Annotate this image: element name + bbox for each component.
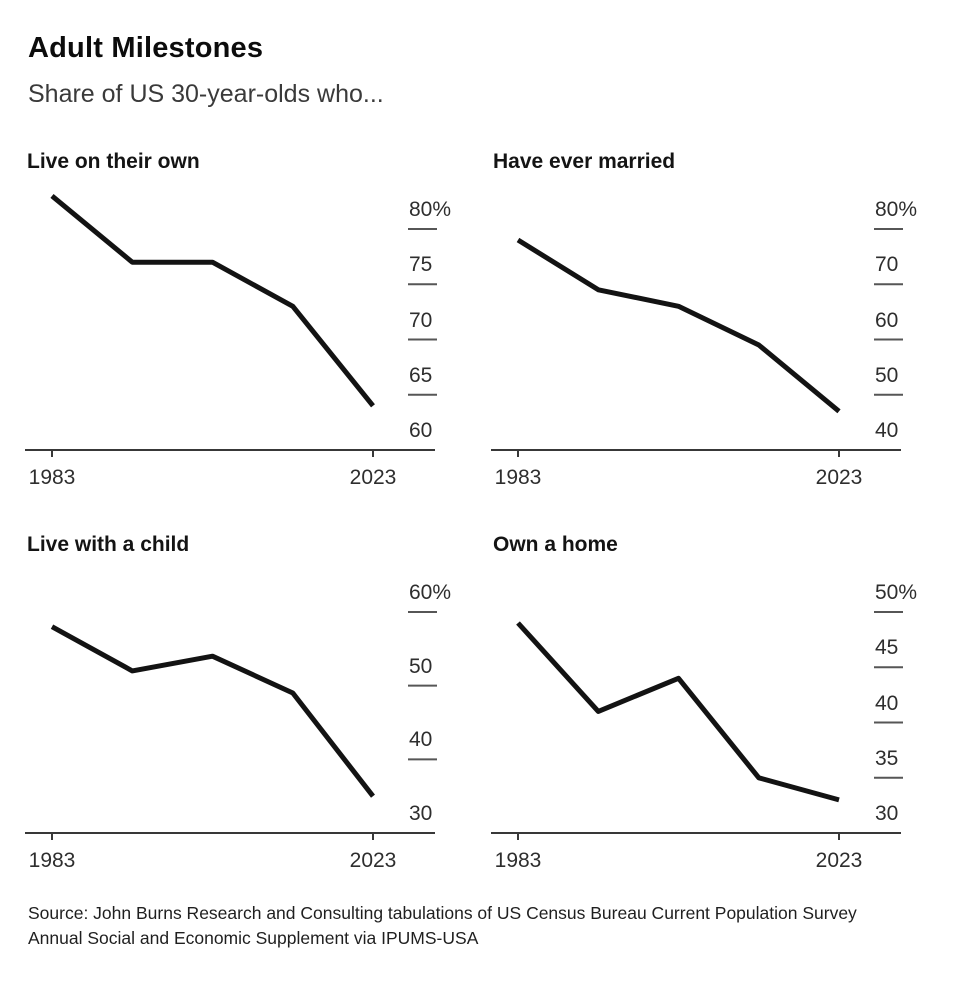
y-axis-label: 50% [875,581,918,604]
y-axis-label: 70 [409,308,433,332]
line-chart-own-a-home: 50% 45 40 35 30 1983 2023 [491,533,926,885]
y-axis-label: 30 [409,802,433,825]
panel-title-live-on-their-own: Live on their own [27,150,200,173]
x-axis-label: 1983 [28,849,76,872]
source-note-line-2: Annual Social and Economic Supplement vi… [28,928,479,948]
line-chart-live-with-a-child: 60% 50 40 30 1983 2023 [25,533,460,885]
y-axis-label: 30 [875,802,899,825]
figure-title: Adult Milestones [28,32,264,64]
x-axis-label: 2023 [815,849,863,872]
plot-canvas [491,228,903,457]
x-axis-label: 1983 [28,466,76,489]
y-axis-label: 40 [875,691,899,715]
source-note: Source: John Burns Research and Consulti… [28,901,857,951]
series-line [516,237,841,414]
y-axis-label: 70 [875,253,899,277]
line-chart-have-ever-married: 80% 70 60 50 40 1983 2023 [491,150,926,502]
y-axis-label: 75 [409,253,433,277]
plot-canvas [25,611,437,840]
y-axis-label: 40 [875,419,899,442]
y-axis-label: 80% [875,198,918,221]
plot-canvas [25,193,437,457]
y-axis-label: 35 [875,746,899,770]
panel-title-live-with-a-child: Live with a child [27,533,190,556]
panel-title-own-a-home: Own a home [493,533,618,556]
series-line [516,621,840,803]
series-line [50,193,375,408]
y-axis-label: 60 [875,308,899,332]
x-axis-label: 2023 [349,849,397,872]
x-axis-label: 1983 [494,466,542,489]
panel-have-ever-married: Have ever married 80% 70 60 50 40 1983 2023 [491,150,926,502]
y-axis-label: 80% [409,198,452,221]
x-axis-label: 2023 [349,466,397,489]
line-chart-live-on-their-own: 80% 75 70 65 60 1983 2023 [25,150,460,502]
y-axis-label: 60 [409,419,433,442]
series-line [50,624,375,798]
panel-live-with-a-child: Live with a child 60% 50 40 30 1983 2023 [25,533,460,885]
figure-subtitle: Share of US 30-year-olds who... [28,80,384,108]
x-axis-label: 1983 [494,849,542,872]
panel-title-have-ever-married: Have ever married [493,150,676,173]
plot-canvas [491,611,903,840]
y-axis-label: 60% [409,581,452,604]
panel-own-a-home: Own a home 50% 45 40 35 30 1983 2023 [491,533,926,885]
x-axis-label: 2023 [815,466,863,489]
panel-live-on-their-own: Live on their own 80% 75 70 65 60 1983 2023 [25,150,460,502]
y-axis-label: 40 [409,728,433,752]
y-axis-label: 65 [409,363,433,387]
y-axis-label: 50 [409,654,433,678]
y-axis-label: 50 [875,363,899,387]
y-axis-label: 45 [875,636,899,660]
source-note-line-1: Source: John Burns Research and Consulti… [28,903,857,923]
